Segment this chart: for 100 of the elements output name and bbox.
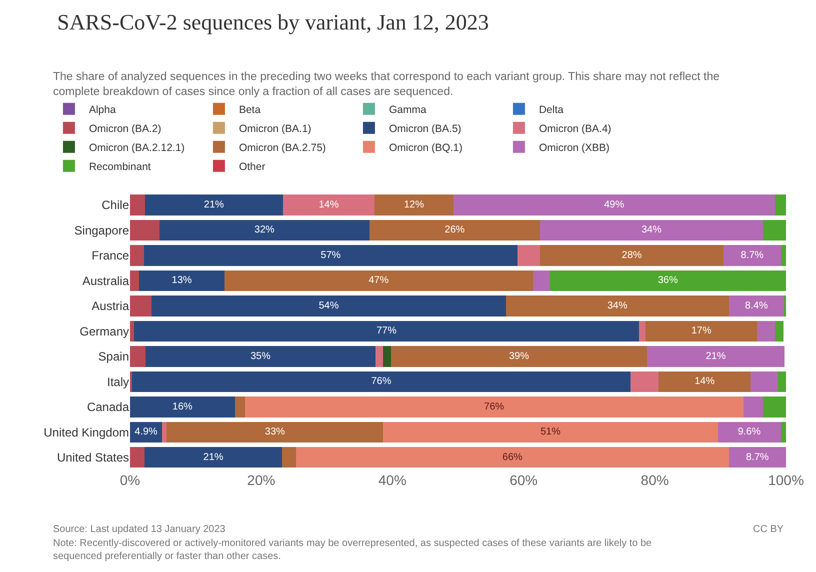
bar xyxy=(646,346,785,367)
bar xyxy=(130,245,144,266)
data-label: 35% xyxy=(250,350,271,362)
bar xyxy=(374,194,454,216)
bar xyxy=(778,371,786,392)
y-tick-label: Spain xyxy=(98,350,129,364)
bar xyxy=(518,245,540,266)
y-tick-label: Canada xyxy=(86,400,130,414)
bar xyxy=(728,447,786,468)
data-label: 39% xyxy=(508,350,530,362)
data-label: 4.9% xyxy=(134,426,158,438)
legend-label: Other xyxy=(238,160,266,173)
bar xyxy=(630,371,659,392)
bar xyxy=(724,245,781,266)
legend-label: Omicron (BA.4) xyxy=(538,122,612,135)
bar xyxy=(282,194,375,216)
bar xyxy=(646,320,758,342)
y-tick-label: Australia xyxy=(82,274,130,288)
data-label: 34% xyxy=(641,224,662,236)
bar xyxy=(763,220,786,241)
bar xyxy=(383,422,718,442)
bar xyxy=(146,346,376,367)
bar xyxy=(130,296,152,316)
bar xyxy=(130,396,235,418)
bar xyxy=(224,270,533,292)
bar xyxy=(130,320,134,342)
bar xyxy=(658,371,751,392)
bar xyxy=(774,194,786,216)
bar xyxy=(130,447,144,468)
x-tick-label: 60% xyxy=(510,472,538,488)
bar xyxy=(160,220,370,241)
data-label: 57% xyxy=(320,250,341,261)
data-label: 49% xyxy=(604,200,624,210)
data-label: 9.6% xyxy=(738,426,761,438)
data-label: 12% xyxy=(404,200,424,210)
legend-label: Omicron (XBB) xyxy=(538,142,610,154)
bar xyxy=(728,296,784,316)
bar xyxy=(139,270,224,292)
bar xyxy=(743,396,764,418)
data-label: 36% xyxy=(658,275,678,286)
bar xyxy=(780,245,786,266)
bar xyxy=(369,220,540,241)
bar xyxy=(144,447,282,468)
legend-label: Gamma xyxy=(388,104,426,116)
legend-label: Delta xyxy=(538,104,564,116)
data-label: 17% xyxy=(691,326,712,337)
bar xyxy=(757,320,775,342)
bar xyxy=(130,220,160,241)
legend-label: Omicron (BA.2.12.1) xyxy=(88,142,185,154)
text: CC BY xyxy=(753,524,784,535)
data-label: 51% xyxy=(540,426,561,438)
bar xyxy=(750,371,778,392)
bar xyxy=(244,396,744,418)
x-tick-label: 100% xyxy=(768,472,804,488)
data-label: 28% xyxy=(622,250,642,261)
bar xyxy=(453,194,775,216)
bar xyxy=(162,422,167,442)
bar xyxy=(763,396,786,418)
data-label: 32% xyxy=(254,224,275,236)
legend-label: Beta xyxy=(238,104,261,116)
chart-subtitle: The share of analyzed sequences in the preceding two weeks that correspond to each variant group. This share may not reflect the complete breakdown of cases since only a fraction of all cases are sequenced. xyxy=(53,71,720,98)
x-tick-label: 0% xyxy=(120,472,140,488)
data-label: 21% xyxy=(203,452,224,463)
bar xyxy=(383,346,392,367)
data-label: 8.4% xyxy=(745,300,768,312)
y-tick-label: Italy xyxy=(106,374,129,389)
y-tick-label: United States xyxy=(56,450,129,465)
bar xyxy=(145,194,283,216)
bar xyxy=(532,270,550,292)
chart-title: SARS-CoV-2 sequences by variant, Jan 12, 2023 xyxy=(57,10,489,35)
legend-label: Omicron (BA.5) xyxy=(388,122,462,135)
y-tick-label: Singapore xyxy=(74,223,130,238)
bar xyxy=(540,245,724,266)
legend-label: Omicron (BA.2) xyxy=(88,122,162,135)
data-label: 77% xyxy=(376,326,397,337)
data-label: 16% xyxy=(172,401,193,412)
data-label: 66% xyxy=(502,452,523,463)
legend-label: Omicron (BA.1) xyxy=(238,122,312,135)
bar xyxy=(391,346,647,367)
data-label: 13% xyxy=(172,275,192,286)
x-tick-label: 40% xyxy=(378,472,406,488)
bar xyxy=(130,270,140,292)
data-label: 26% xyxy=(444,224,465,236)
bar xyxy=(540,220,764,241)
data-label: 21% xyxy=(706,350,726,362)
text: Note: Recently-discovered or actively-monitored variants may be overrepresented, as suspected cases of these variants are likely to be sequenced preferentially or faster than other cases. xyxy=(53,538,652,562)
bar xyxy=(134,320,640,342)
bar xyxy=(234,396,245,418)
data-label: 34% xyxy=(607,300,628,312)
y-tick-label: Austria xyxy=(92,299,130,314)
data-label: 14% xyxy=(318,200,339,210)
bar xyxy=(166,422,384,442)
legend-label: Recombinant xyxy=(88,160,151,173)
bar xyxy=(780,422,786,442)
data-label: 21% xyxy=(204,200,224,210)
data-label: 47% xyxy=(368,275,389,286)
data-label: 76% xyxy=(484,401,504,412)
y-tick-label: Chile xyxy=(102,198,130,212)
bar xyxy=(144,245,518,266)
data-label: 8.7% xyxy=(740,250,764,261)
